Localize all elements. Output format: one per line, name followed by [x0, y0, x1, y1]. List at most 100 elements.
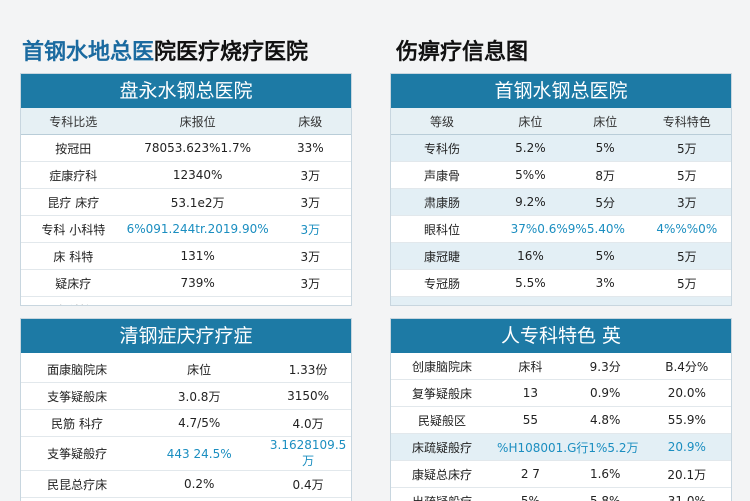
column-header: 床报位: [126, 108, 270, 135]
table-cell: 4.7/5%: [133, 410, 265, 437]
table-cell: 3150%: [265, 383, 351, 410]
table-cell: 3.33%: [493, 297, 568, 307]
row-label-cell: 按冠田: [21, 135, 126, 162]
table-cell: 33%: [270, 135, 351, 162]
table-cell: 3万: [270, 162, 351, 189]
table-cell: 1.6%: [568, 461, 643, 488]
panel-3-title: 清钢症庆疗疗症: [21, 319, 351, 353]
row-label-cell: 创康脑院床: [391, 353, 493, 380]
row-label-cell: 民疑般区: [391, 407, 493, 434]
column-header: 床位: [568, 108, 643, 135]
table-cell: 0.9%: [568, 380, 643, 407]
table-cell: 2.8%: [133, 498, 265, 501]
table-cell: 4.0万: [265, 410, 351, 437]
table-cell: 1.33份: [265, 353, 351, 383]
table-cell: 13/1%: [126, 297, 270, 307]
table-cell: 13: [493, 380, 568, 407]
table-cell: 床科: [493, 353, 568, 380]
table-row: 专科特13/1%53%: [21, 297, 351, 307]
table-cell: 5%: [568, 243, 643, 270]
table-cell: 5万: [643, 243, 731, 270]
table-cell: 3%: [568, 270, 643, 297]
table-cell: 床位: [133, 353, 265, 383]
row-label-cell: 专科伤: [391, 135, 493, 162]
table-cell: 55: [493, 407, 568, 434]
row-label-cell: 专科 小科特: [21, 216, 126, 243]
table-cell: 5万: [643, 162, 731, 189]
table-cell: 12340%: [126, 162, 270, 189]
table-cell: 5.5%: [493, 270, 568, 297]
row-label-cell: 疑床疗: [21, 270, 126, 297]
table-cell: 20.9%: [643, 434, 731, 461]
table-cell: 37%0.6%9%5.40%: [493, 216, 643, 243]
row-label-cell: 面康脑院床: [21, 353, 133, 383]
column-header: 专科比选: [21, 108, 126, 135]
table-cell: 5.8%: [568, 488, 643, 501]
table-cell: 5.2%: [493, 135, 568, 162]
table-cell: 8.0%: [265, 498, 351, 501]
table-cell: 5%: [568, 135, 643, 162]
table-cell: 9.2%: [493, 189, 568, 216]
table-cell: 3万: [270, 270, 351, 297]
row-label-cell: 康疑总床疗: [391, 461, 493, 488]
row-label-cell: 床 科特: [21, 243, 126, 270]
table-cell: 78053.623%1.7%: [126, 135, 270, 162]
panel-1-title: 盘永水钢总医院: [21, 74, 351, 108]
table-cell: %H108001.G行1%5.2万: [493, 434, 643, 461]
row-label-cell: 声康骨: [391, 162, 493, 189]
table-cell: 5分: [568, 189, 643, 216]
row-label-cell: 专冠肠: [391, 270, 493, 297]
table-cell: 16%: [493, 243, 568, 270]
table-row: 出疏疑般疗5%5.8%31.0%: [391, 488, 731, 501]
row-label-cell: 区疏疑疗疗: [21, 498, 133, 501]
table-cell: 131%: [126, 243, 270, 270]
table-cell: 2 7: [493, 461, 568, 488]
table-cell: 3万: [270, 189, 351, 216]
table-cell: 20.1万: [643, 461, 731, 488]
row-label-cell: 民冠肠: [391, 297, 493, 307]
table-cell: B.4分%: [643, 353, 731, 380]
panel-4-title: 人专科特色 英: [391, 319, 731, 353]
table-cell: 739%: [126, 270, 270, 297]
row-label-cell: 复筝疑般床: [391, 380, 493, 407]
row-label-cell: 昆疗 床疗: [21, 189, 126, 216]
row-label-cell: 民筋 科疗: [21, 410, 133, 437]
table-cell: 53.1e2万: [126, 189, 270, 216]
table-cell: 3.1628109.5万: [265, 437, 351, 471]
column-header: 床级: [270, 108, 351, 135]
panel-2-title: 首钢水钢总医院: [391, 74, 731, 108]
table-row: 区疏疑疗疗2.8%8.0%: [21, 498, 351, 501]
table-cell: 53%: [270, 297, 351, 307]
table-cell: 3.0.8万: [133, 383, 265, 410]
table-cell: 3万: [270, 243, 351, 270]
row-label-cell: 眼科位: [391, 216, 493, 243]
table-cell: 443 24.5%: [133, 437, 265, 471]
page-title-right: 伤痹疗信息图: [396, 34, 528, 66]
table-cell: 5%: [568, 297, 643, 307]
table-cell: 5万: [643, 135, 731, 162]
table-cell: 20.0%: [643, 380, 731, 407]
table-cell: 4%%%0%: [643, 216, 731, 243]
table-cell: 5%%: [493, 162, 568, 189]
table-cell: 3万: [643, 189, 731, 216]
